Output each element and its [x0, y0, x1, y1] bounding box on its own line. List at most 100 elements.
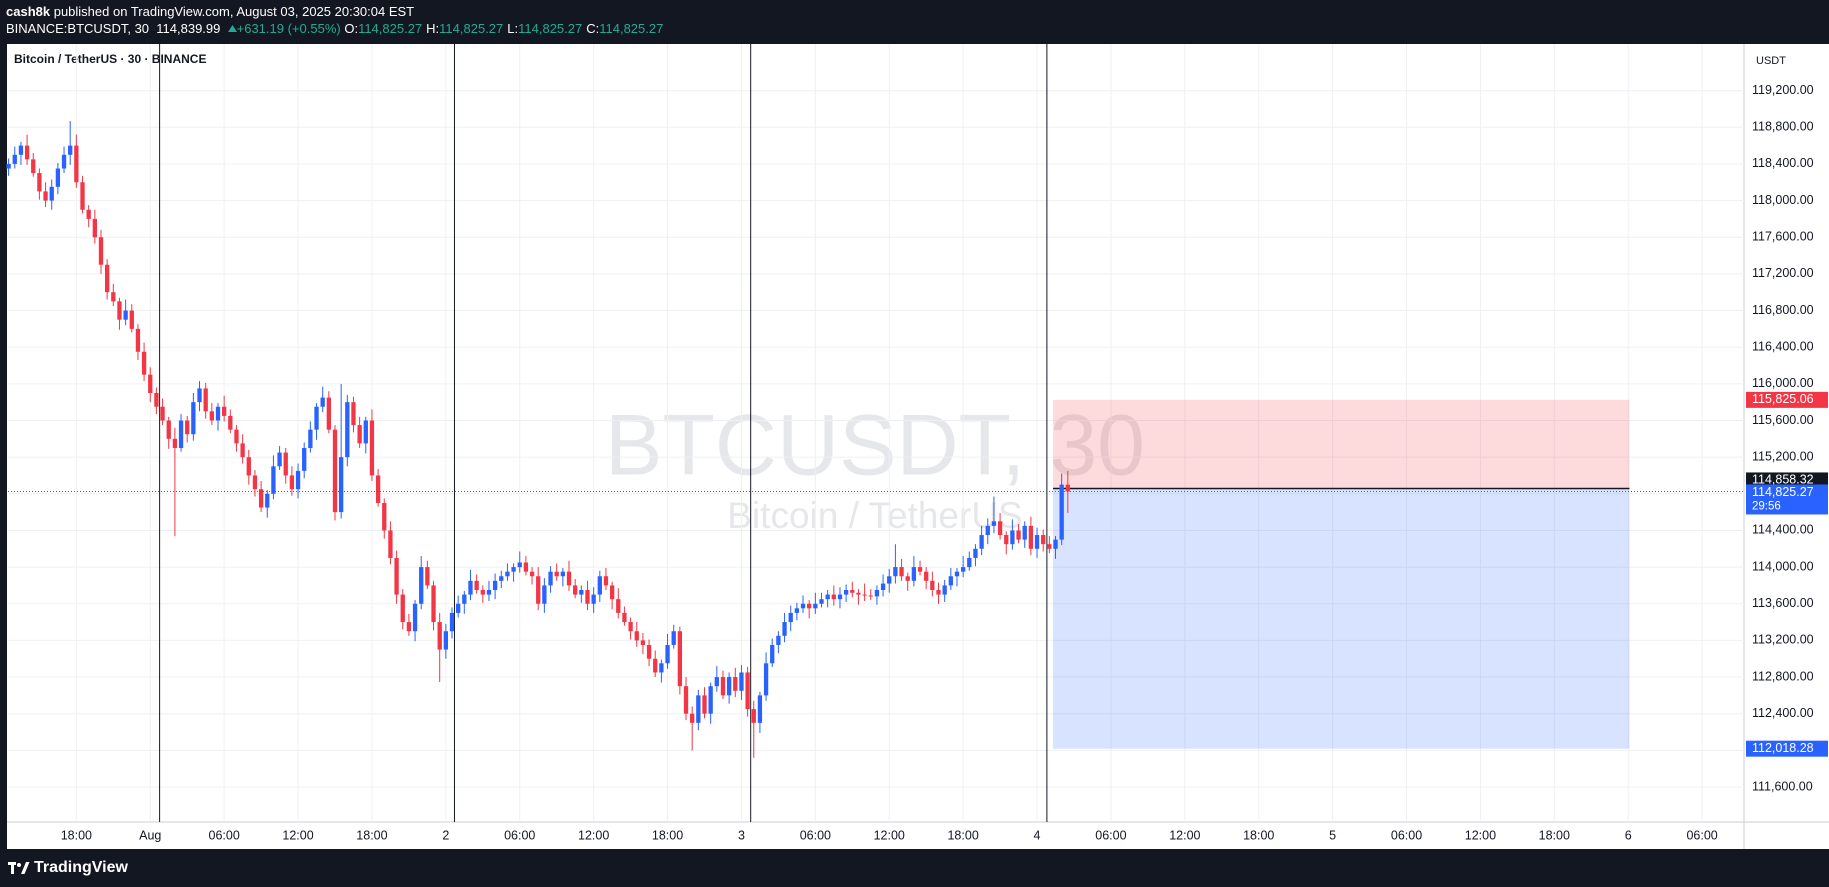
candle-body [659, 663, 664, 673]
entry-label-bg [1746, 472, 1828, 489]
candle-body [234, 429, 239, 444]
y-tick-label: 117,200.00 [1752, 266, 1814, 280]
stop-label: 115,825.06 [1752, 392, 1814, 406]
candle-body [283, 452, 288, 476]
candle-body [800, 603, 806, 609]
last-price-label-bg [1746, 484, 1828, 515]
candle-body [936, 590, 941, 595]
y-tick-label: 115,200.00 [1752, 449, 1814, 463]
candle-body [560, 571, 566, 577]
candle-body [942, 585, 947, 595]
candle-body [363, 420, 368, 444]
candle-body [1034, 535, 1040, 549]
target-zone [1053, 488, 1630, 749]
candle-body [505, 571, 510, 577]
candle-body [492, 580, 498, 591]
candle-body [1004, 535, 1009, 545]
candle-body [92, 218, 97, 238]
y-tick-label: 114,400.00 [1752, 523, 1814, 537]
candle-body [683, 686, 689, 714]
candle-body [733, 677, 738, 691]
candle-body [967, 557, 972, 568]
candle-body [850, 590, 855, 593]
candle-body [751, 709, 756, 723]
candle-body [308, 429, 313, 448]
candle-body [31, 159, 36, 174]
x-tick-label: 4 [1034, 828, 1041, 842]
candle-body [831, 594, 836, 600]
candle-body [653, 658, 658, 673]
candle-body [111, 292, 116, 302]
candle-body [480, 590, 485, 595]
x-tick-label: 2 [442, 828, 449, 842]
candle-body [1041, 535, 1046, 545]
candle-body [49, 186, 54, 201]
y-tick-label: 119,200.00 [1752, 83, 1814, 97]
candle-body [887, 576, 892, 584]
candle-body [868, 595, 873, 597]
candle-body [677, 631, 683, 687]
x-tick-label: 06:00 [1391, 828, 1422, 842]
candle-body [209, 411, 214, 421]
candle-body [794, 608, 800, 613]
candle-body [166, 420, 171, 439]
candle-body [726, 677, 732, 696]
candle-body [807, 603, 812, 609]
candle-body [221, 406, 227, 416]
ohlc-key: H: [426, 21, 440, 36]
x-tick-label: 18:00 [356, 828, 387, 842]
candle-body [197, 388, 202, 403]
y-tick-label: 114,000.00 [1752, 559, 1814, 573]
candle-body [320, 397, 325, 407]
candle-body [585, 590, 590, 604]
candle-body [406, 622, 412, 632]
candle-body [314, 406, 319, 430]
candle-body [98, 237, 104, 265]
currency: USDT [1756, 55, 1786, 67]
candle-body [449, 612, 455, 632]
candle-body [369, 420, 375, 476]
ohlc-key: L: [507, 21, 519, 36]
candle-body [37, 173, 42, 192]
candle-body [215, 406, 221, 421]
candle-body [782, 622, 787, 636]
x-tick-label: 12:00 [874, 828, 905, 842]
y-tick-label: 111,600.00 [1752, 779, 1813, 793]
candle-body [240, 443, 245, 458]
candle-body [880, 583, 886, 591]
published: published on TradingView.com, August 03,… [53, 4, 415, 19]
candle-body [148, 374, 153, 394]
change: +631.19 (+0.55%) [236, 21, 341, 36]
x-tick-label: 5 [1329, 828, 1336, 842]
candle-body [517, 562, 522, 568]
candle-body [646, 644, 652, 659]
last-price: 114,839.99 [156, 21, 221, 36]
candle-body [979, 535, 984, 549]
stop-label-bg [1746, 391, 1828, 408]
candle-body [788, 612, 793, 623]
candle-body [991, 521, 997, 526]
ohlc-key: O: [344, 21, 359, 36]
candle-body [332, 429, 338, 513]
candle-body [18, 145, 24, 155]
candle-body [591, 594, 596, 604]
candle-body [443, 631, 449, 650]
candle-body [542, 585, 547, 604]
candle-body [474, 580, 479, 591]
x-tick-label: 3 [738, 828, 745, 842]
candle-body [486, 590, 492, 595]
candle-body [191, 402, 196, 435]
candle-body [548, 571, 553, 586]
candle-body [499, 576, 504, 581]
x-tick-label: 06:00 [1095, 828, 1126, 842]
candle-body [203, 388, 208, 412]
last-price-label: 114,825.27 [1752, 485, 1814, 499]
target-label-bg [1746, 740, 1828, 757]
candle-body [696, 695, 701, 723]
x-tick-label: 18:00 [652, 828, 683, 842]
y-tick-label: 117,600.00 [1752, 230, 1814, 244]
brand-logo [8, 862, 30, 874]
candle-body [529, 571, 535, 577]
candle-body [720, 677, 726, 696]
candle-body [55, 168, 61, 187]
